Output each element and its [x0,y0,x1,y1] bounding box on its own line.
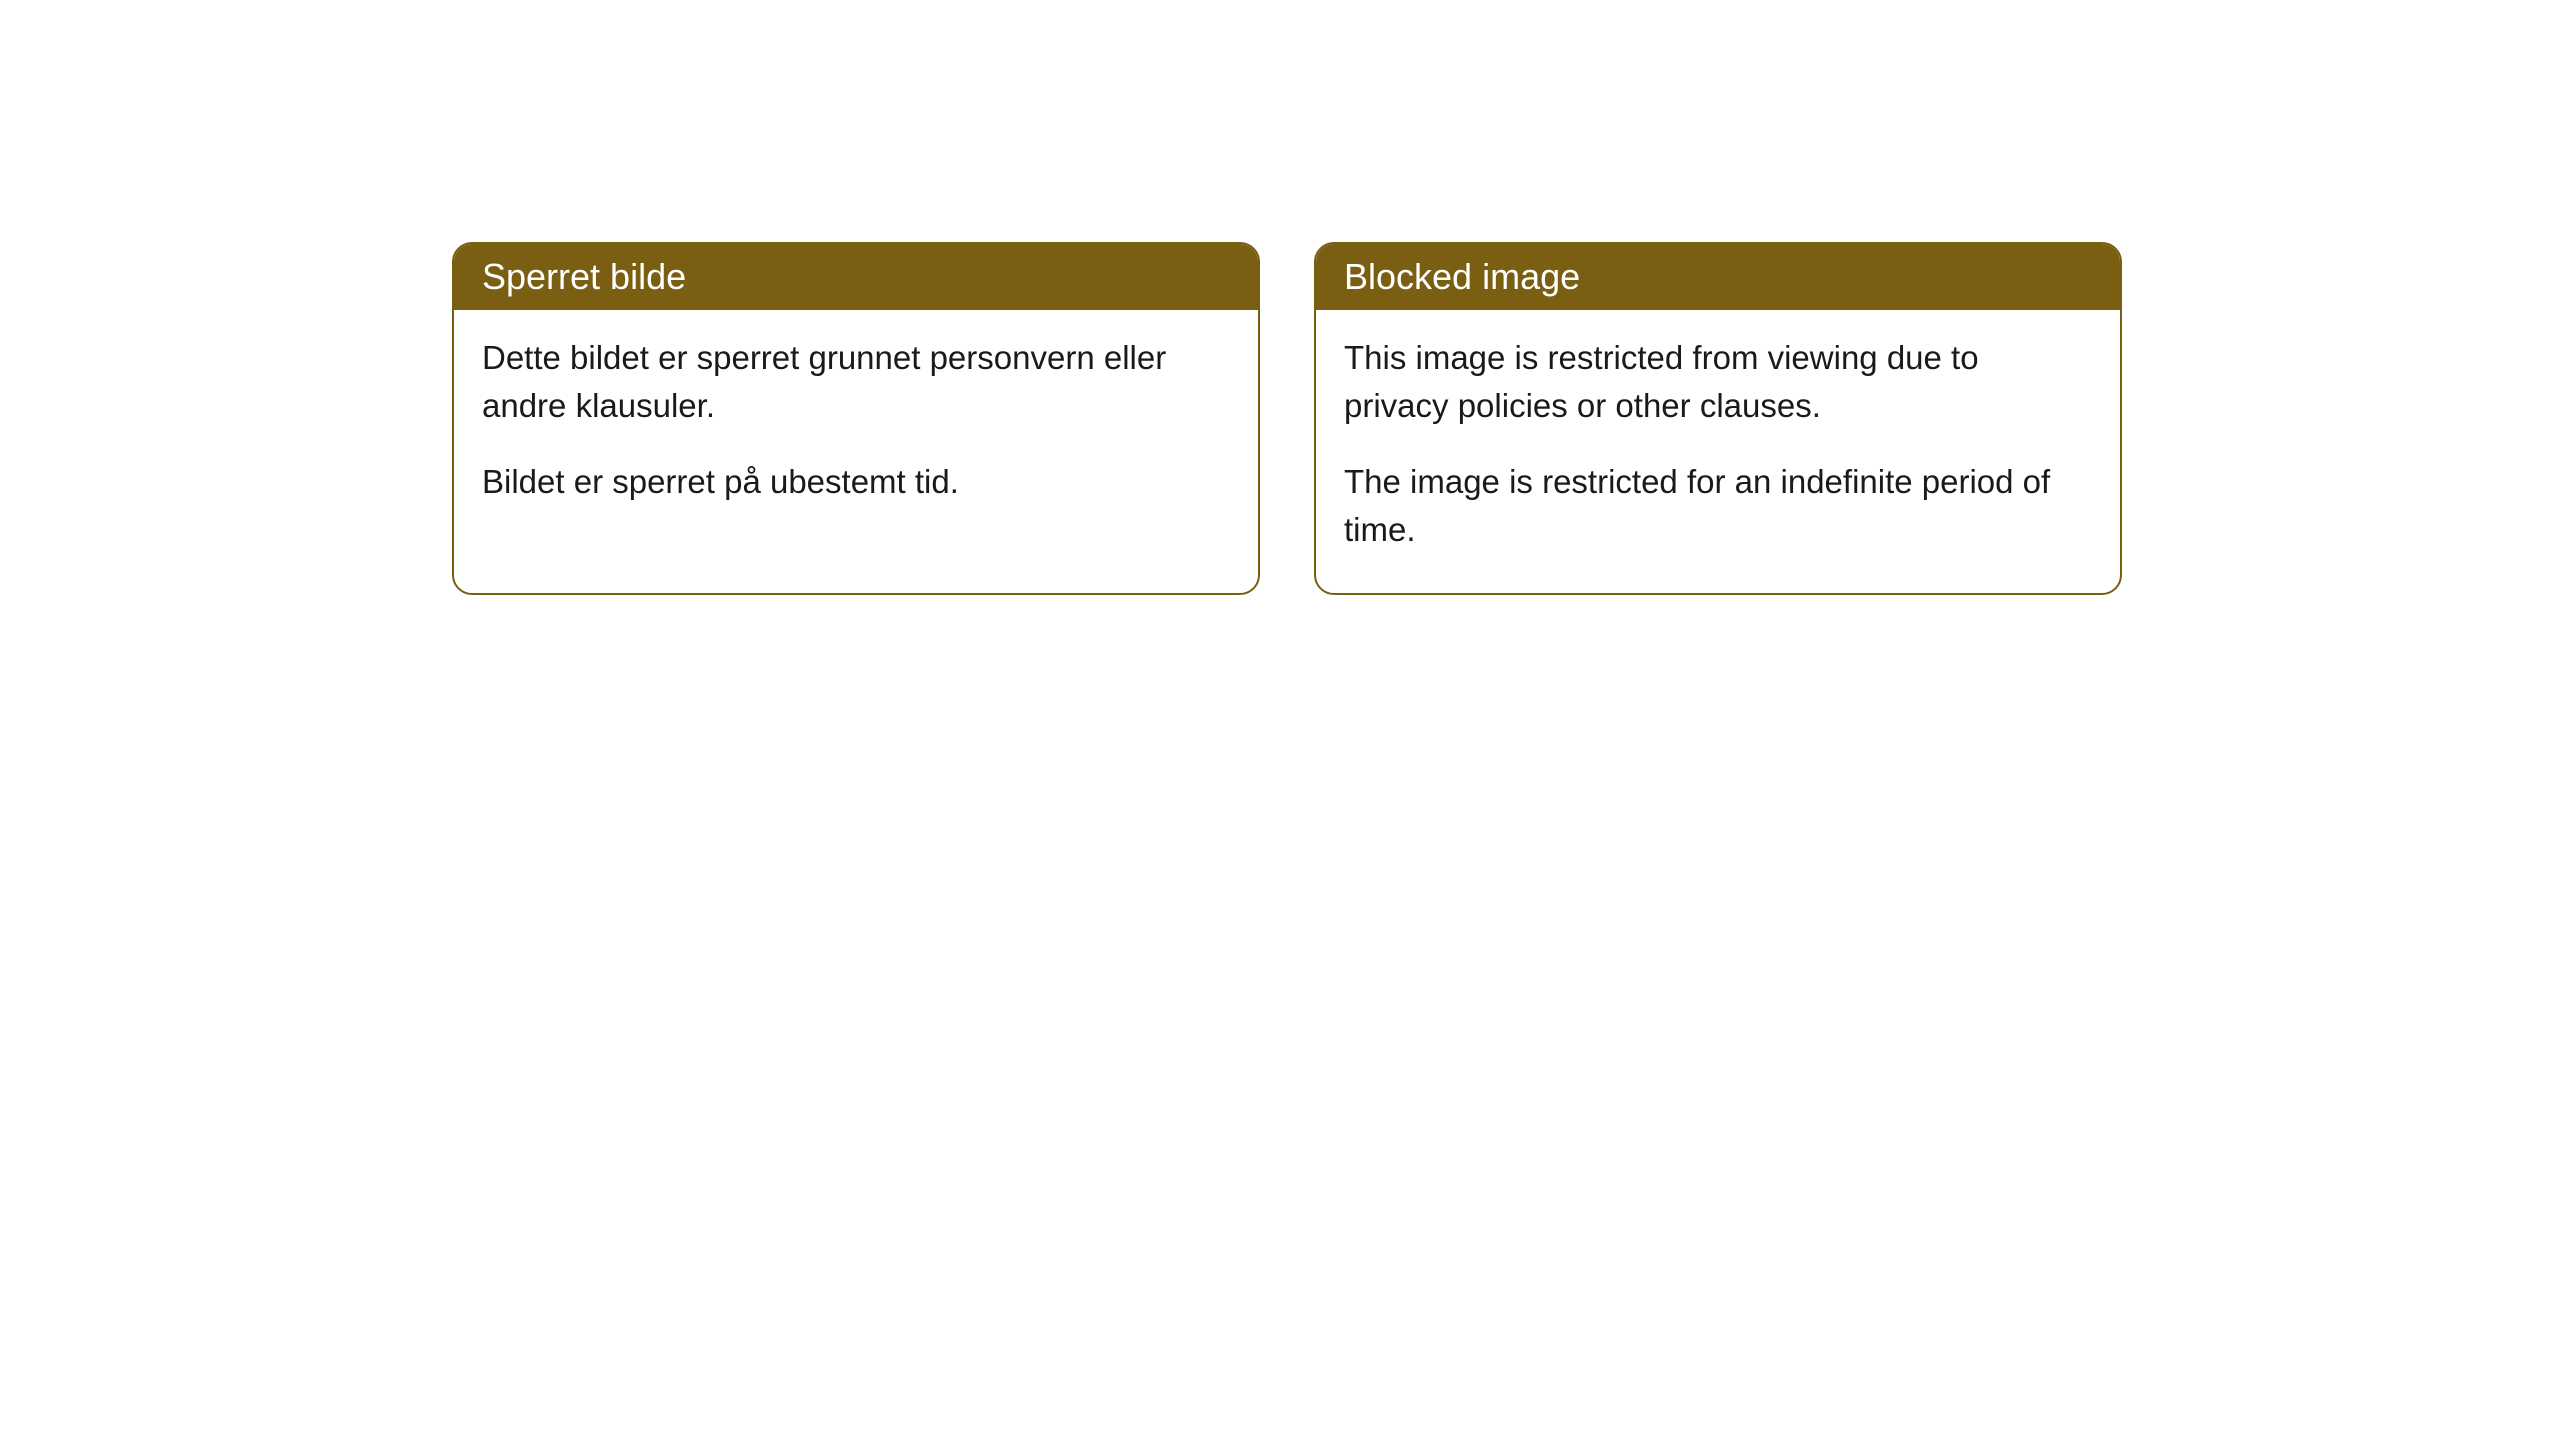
card-paragraph: Bildet er sperret på ubestemt tid. [482,458,1230,506]
card-header-norwegian: Sperret bilde [454,244,1258,310]
card-body-english: This image is restricted from viewing du… [1316,310,2120,593]
card-paragraph: This image is restricted from viewing du… [1344,334,2092,430]
card-header-english: Blocked image [1316,244,2120,310]
card-english: Blocked image This image is restricted f… [1314,242,2122,595]
card-paragraph: Dette bildet er sperret grunnet personve… [482,334,1230,430]
cards-container: Sperret bilde Dette bildet er sperret gr… [0,0,2560,595]
card-paragraph: The image is restricted for an indefinit… [1344,458,2092,554]
card-body-norwegian: Dette bildet er sperret grunnet personve… [454,310,1258,546]
card-norwegian: Sperret bilde Dette bildet er sperret gr… [452,242,1260,595]
